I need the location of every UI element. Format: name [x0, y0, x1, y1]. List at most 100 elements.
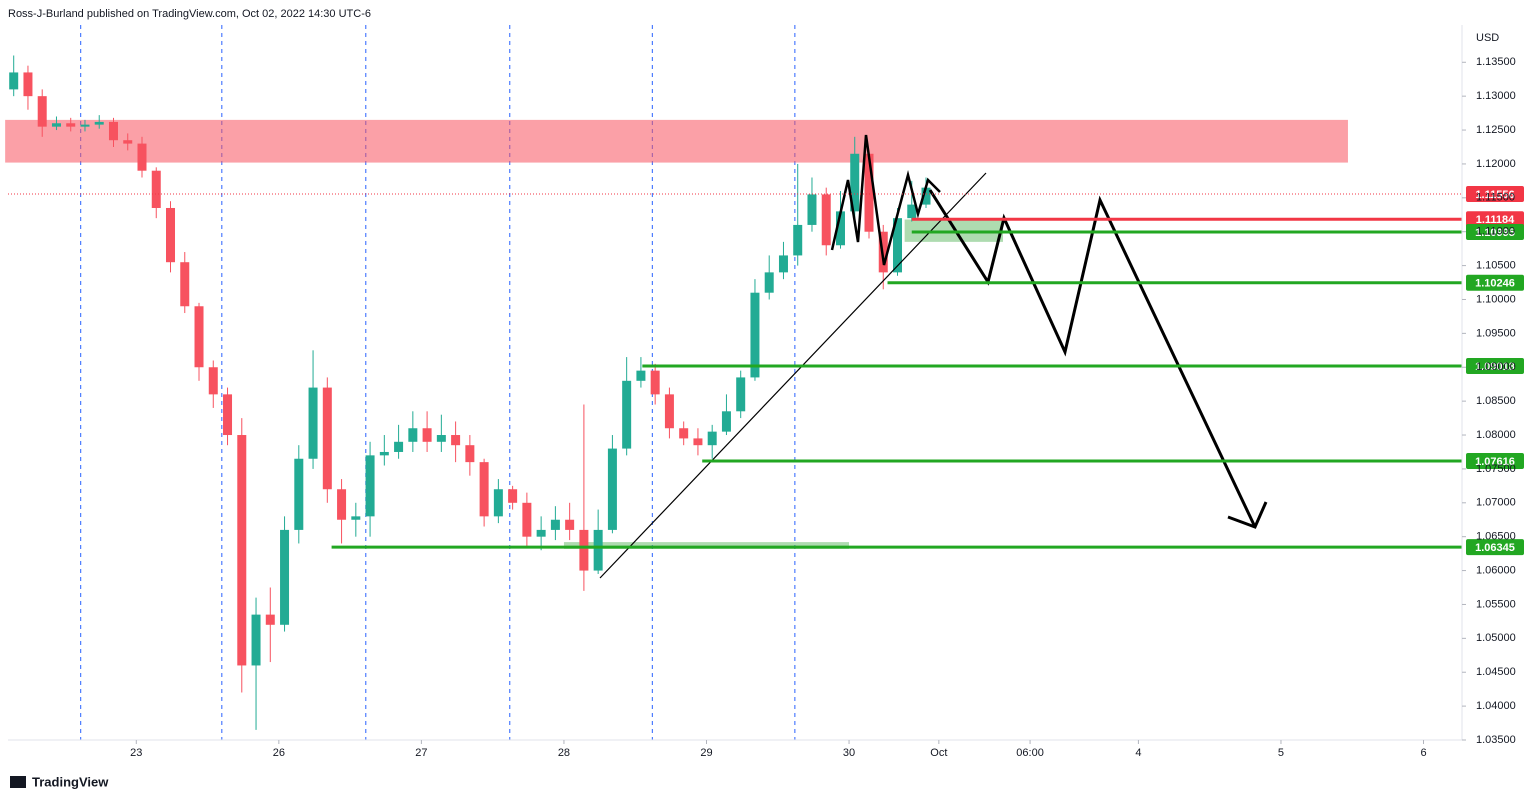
candle-body: [465, 445, 475, 463]
candle-body: [137, 143, 147, 171]
y-tick-label: 1.04000: [1476, 700, 1516, 712]
candle-body: [223, 394, 233, 436]
candle-body: [750, 292, 760, 378]
level-label: 1.06345: [1475, 542, 1515, 554]
candle-body: [650, 370, 660, 395]
candle-body: [864, 153, 874, 232]
candle-body: [208, 367, 218, 395]
candle-body: [921, 187, 931, 205]
y-tick-label: 1.07000: [1476, 497, 1516, 509]
y-tick-label: 1.13500: [1476, 56, 1516, 68]
axes-layer: 1.03500 1.04000 1.04500 1.05000 1.05500 1.060…: [130, 56, 1516, 759]
y-tick-label: 1.13000: [1476, 90, 1516, 102]
x-tick-label: 06:00: [1016, 747, 1044, 759]
candle-body: [408, 428, 418, 442]
y-tick-label: 1.09000: [1476, 361, 1516, 373]
candle-body: [280, 529, 290, 625]
level-box: [1466, 224, 1524, 241]
y-tick-label: 1.05500: [1476, 598, 1516, 610]
y-tick-label: 1.12500: [1476, 124, 1516, 136]
y-tick-label: 1.06000: [1476, 564, 1516, 576]
candle-body: [294, 458, 304, 530]
brand-icon: [10, 776, 26, 788]
candle-body: [123, 140, 133, 144]
candle-body: [436, 435, 446, 442]
y-tick-label: 1.08500: [1476, 395, 1516, 407]
background-layer: [5, 25, 1348, 740]
candle-body: [607, 448, 617, 530]
level-box: [1466, 274, 1524, 291]
level-label: 1.10246: [1475, 278, 1515, 290]
x-tick-label: 4: [1135, 747, 1141, 759]
level-box: [1466, 453, 1524, 470]
y-tick-label: 1.05000: [1476, 632, 1516, 644]
candle-body: [508, 489, 518, 503]
candle-body: [166, 207, 176, 263]
x-tick-label: 23: [130, 747, 142, 759]
drawings: [599, 134, 1268, 579]
brand-logo: TradingView: [32, 774, 109, 789]
candle-body: [422, 428, 432, 442]
level-label: 1.07616: [1475, 456, 1515, 468]
trend-line: [599, 172, 987, 579]
candle-body: [565, 519, 575, 530]
candle-body: [322, 387, 332, 490]
candle-body: [721, 411, 731, 432]
y-tick-label: 1.11500: [1476, 192, 1515, 204]
x-tick-label: 6: [1420, 747, 1426, 759]
candles-layer: [9, 55, 931, 730]
candle-body: [593, 529, 603, 571]
x-tick-label: 28: [558, 747, 570, 759]
y-tick-label: 1.11000: [1476, 226, 1515, 238]
candle-body: [736, 377, 746, 412]
candle-body: [764, 272, 774, 293]
candle-body: [394, 441, 404, 452]
candle-body: [80, 124, 90, 127]
projection-arrowhead: [1227, 501, 1268, 529]
candle-body: [907, 204, 917, 219]
candle-body: [351, 516, 361, 520]
candle-body: [251, 614, 261, 666]
candle-body: [37, 96, 47, 127]
candle-body: [479, 462, 489, 517]
y-tick-label: 1.12000: [1476, 158, 1516, 170]
y-tick-label: 1.07500: [1476, 463, 1516, 475]
y-tick-label: 1.08000: [1476, 429, 1516, 441]
candle-body: [23, 72, 33, 97]
candle-body: [579, 529, 589, 571]
x-tick-label: 27: [415, 747, 427, 759]
candle-body: [337, 489, 347, 520]
x-tick-label: 30: [843, 747, 855, 759]
candle-body: [493, 489, 503, 517]
candle-body: [379, 451, 389, 456]
candle-body: [821, 194, 831, 246]
candle-body: [308, 387, 318, 459]
candle-body: [850, 153, 860, 212]
candle-body: [622, 380, 632, 449]
candle-body: [679, 428, 689, 439]
candle-body: [94, 121, 104, 125]
candle-body: [778, 255, 788, 273]
level-label: 1.09018: [1475, 361, 1515, 373]
candle-body: [9, 72, 19, 90]
candle-body: [237, 435, 247, 666]
candle-body: [108, 121, 118, 141]
y-tick-label: 1.09500: [1476, 327, 1516, 339]
y-tick-label: 1.10500: [1476, 259, 1516, 271]
candle-body: [265, 614, 275, 625]
x-tick-label: 29: [700, 747, 712, 759]
level-box: [1466, 211, 1524, 228]
candle-body: [793, 224, 803, 256]
currency-label: USD: [1476, 32, 1499, 44]
last-price-box: [1466, 186, 1524, 203]
candle-body: [707, 431, 717, 446]
last-price-label: 1.11556: [1475, 189, 1514, 201]
x-tick-label: 5: [1278, 747, 1284, 759]
x-tick-label: 26: [273, 747, 285, 759]
candle-body: [194, 306, 204, 368]
candle-body: [536, 529, 546, 537]
candle-body: [550, 519, 560, 530]
zone: [5, 119, 1348, 163]
y-tick-label: 1.04500: [1476, 666, 1516, 678]
